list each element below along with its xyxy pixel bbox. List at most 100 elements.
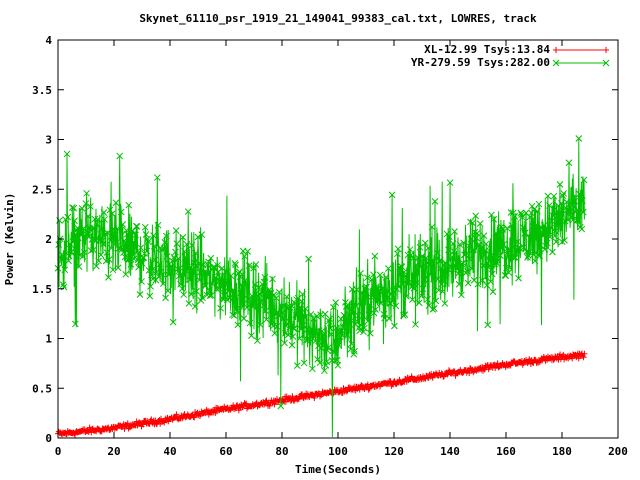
data-point [500, 248, 508, 255]
data-point [221, 280, 229, 288]
data-point [124, 420, 131, 427]
data-point [297, 325, 305, 333]
data-point [183, 240, 191, 248]
data-point [330, 349, 338, 356]
data-point [460, 239, 467, 247]
data-point [253, 294, 261, 302]
data-point [423, 259, 431, 267]
data-point [375, 295, 382, 303]
data-point [469, 219, 477, 227]
data-point [87, 203, 94, 210]
data-point [277, 402, 285, 410]
data-point [354, 318, 361, 325]
series-layer [54, 135, 588, 438]
data-point [325, 317, 333, 325]
data-point [352, 302, 360, 310]
data-point [543, 228, 550, 235]
data-point [360, 324, 368, 332]
data-point [409, 296, 416, 304]
data-point [88, 236, 96, 243]
data-point [178, 285, 186, 292]
data-point [332, 299, 340, 307]
data-point [574, 216, 582, 224]
data-point [347, 345, 355, 353]
data-point [252, 261, 260, 268]
data-point [580, 176, 588, 184]
data-point [553, 221, 561, 228]
data-point [376, 271, 384, 279]
data-point [506, 264, 513, 272]
data-point [357, 297, 365, 305]
data-point [248, 332, 255, 339]
data-point [448, 253, 456, 261]
data-point [504, 246, 512, 254]
data-point [299, 321, 307, 329]
data-point [194, 233, 202, 241]
data-point [353, 286, 361, 294]
data-point [144, 238, 152, 245]
y-tick-label: 1 [45, 333, 52, 346]
data-point [479, 262, 487, 270]
data-point [442, 259, 449, 267]
data-point [432, 297, 440, 305]
data-point [116, 152, 124, 160]
data-point [286, 323, 294, 331]
data-point [348, 340, 355, 348]
data-point [494, 256, 502, 264]
data-point [193, 287, 200, 295]
data-point [548, 217, 556, 225]
data-point [200, 269, 208, 277]
data-point [102, 230, 109, 238]
x-tick-label: 120 [384, 445, 404, 458]
data-point [296, 303, 304, 311]
data-point [464, 267, 471, 275]
data-point [509, 209, 517, 217]
data-point [130, 255, 138, 263]
data-point [169, 318, 177, 326]
data-point [579, 197, 586, 204]
data-point [225, 278, 233, 286]
data-point [181, 248, 188, 255]
data-point [354, 312, 362, 319]
data-point [226, 294, 234, 302]
data-point [161, 239, 169, 246]
x-tick-label: 100 [328, 445, 348, 458]
data-point [356, 327, 364, 335]
data-point [565, 159, 573, 167]
data-point [193, 263, 201, 271]
data-point [254, 337, 261, 345]
data-point [188, 242, 196, 249]
data-point [510, 254, 518, 261]
data-point [127, 260, 135, 268]
data-point [64, 213, 72, 221]
data-point [136, 291, 144, 298]
data-point [533, 221, 540, 229]
data-point [298, 298, 306, 305]
data-point [288, 341, 296, 349]
data-point [369, 271, 377, 279]
data-point [421, 239, 429, 247]
data-point [244, 248, 251, 255]
data-point [529, 223, 537, 230]
data-point [137, 244, 145, 252]
data-point [480, 232, 488, 240]
data-point [433, 249, 441, 257]
data-point [159, 271, 166, 279]
data-point [295, 309, 303, 317]
data-point [284, 331, 292, 339]
data-point [248, 292, 256, 300]
data-point [185, 300, 193, 307]
data-point [335, 341, 343, 349]
x-tick-label: 200 [608, 445, 628, 458]
data-point [109, 266, 117, 274]
data-point [68, 248, 75, 256]
data-point [318, 327, 326, 335]
data-point [227, 272, 235, 280]
data-point [499, 226, 507, 233]
data-point [424, 295, 431, 303]
data-point [304, 336, 312, 344]
data-point [341, 319, 349, 326]
data-point [187, 290, 195, 298]
data-point [147, 283, 154, 290]
